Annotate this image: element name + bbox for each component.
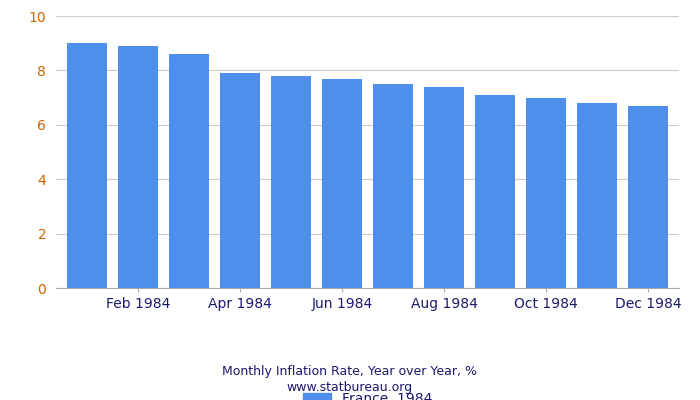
Bar bbox=[271, 76, 311, 288]
Bar bbox=[169, 54, 209, 288]
Text: Monthly Inflation Rate, Year over Year, %: Monthly Inflation Rate, Year over Year, … bbox=[223, 366, 477, 378]
Bar bbox=[526, 98, 566, 288]
Bar bbox=[629, 106, 668, 288]
Bar bbox=[66, 43, 106, 288]
Bar bbox=[220, 73, 260, 288]
Bar bbox=[578, 103, 617, 288]
Text: www.statbureau.org: www.statbureau.org bbox=[287, 382, 413, 394]
Legend: France, 1984: France, 1984 bbox=[298, 386, 438, 400]
Bar bbox=[373, 84, 413, 288]
Bar bbox=[424, 87, 464, 288]
Bar bbox=[475, 95, 515, 288]
Bar bbox=[118, 46, 158, 288]
Bar bbox=[322, 78, 362, 288]
